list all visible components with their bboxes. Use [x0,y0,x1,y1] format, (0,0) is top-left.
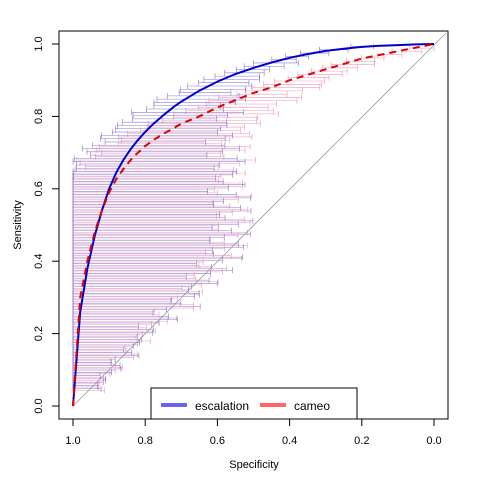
y-tick-label-5: 1.0 [33,36,45,51]
y-tick-label-1: 0.2 [33,326,45,341]
x-tick-label-2: 0.6 [210,435,225,447]
legend: escalation cameo [150,387,358,420]
confidence-interval-bars [72,43,435,407]
x-axis: 1.0 0.8 0.6 0.4 0.2 0.0 [65,418,442,447]
x-tick-label-5: 0.0 [426,435,441,447]
legend-label-escalation: escalation [195,399,249,413]
roc-curves [72,43,435,407]
x-axis-title: Specificity [229,459,279,471]
y-tick-label-0: 0.0 [33,398,45,413]
x-tick-label-1: 0.8 [138,435,153,447]
legend-label-cameo: cameo [294,399,330,413]
y-tick-label-3: 0.6 [33,181,45,196]
reference-diagonal [72,32,447,407]
y-tick-label-4: 0.8 [33,109,45,124]
x-tick-label-0: 1.0 [65,435,80,447]
y-tick-label-2: 0.4 [33,254,45,269]
x-tick-label-4: 0.2 [354,435,369,447]
series-line-escalation [72,43,435,407]
x-tick-label-3: 0.4 [282,435,297,447]
y-axis: 0.0 0.2 0.4 0.6 0.8 1.0 [33,36,60,414]
y-axis-title: Sensitivity [12,200,24,250]
